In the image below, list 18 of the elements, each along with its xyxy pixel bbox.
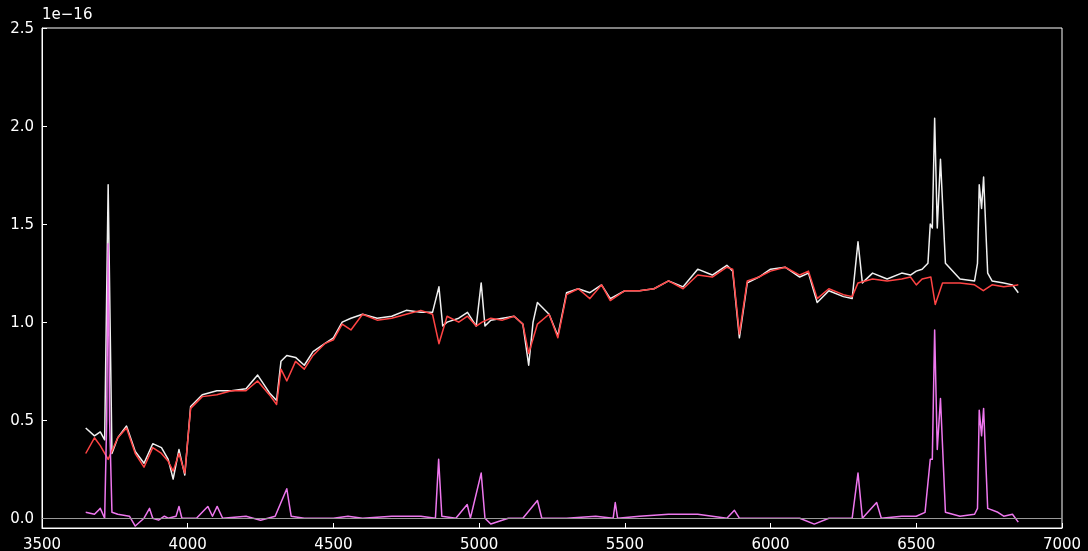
x-tick-label: 4000 [168, 534, 207, 551]
y-tick-label: 2.0 [10, 117, 34, 136]
x-tick-label: 6500 [897, 534, 936, 551]
x-tick-label: 3500 [22, 534, 62, 551]
y-tick-label: 2.5 [10, 19, 34, 37]
x-tick-label: 7000 [1042, 534, 1082, 551]
line-series [84, 117, 1020, 480]
y-tick-label: 1.5 [10, 215, 34, 234]
y-tick-label: 1.0 [10, 313, 34, 332]
x-tick-label: 5000 [460, 534, 499, 551]
y-tick-label: 0.0 [10, 509, 34, 528]
line-series [84, 266, 1020, 474]
x-tick-label: 5500 [605, 534, 644, 551]
x-tick-label: 6000 [751, 534, 790, 551]
y-tick-label: 0.5 [10, 411, 34, 430]
text: 1e−16 [42, 4, 93, 23]
line-series [84, 242, 1020, 527]
x-tick-label: 4500 [314, 534, 353, 551]
